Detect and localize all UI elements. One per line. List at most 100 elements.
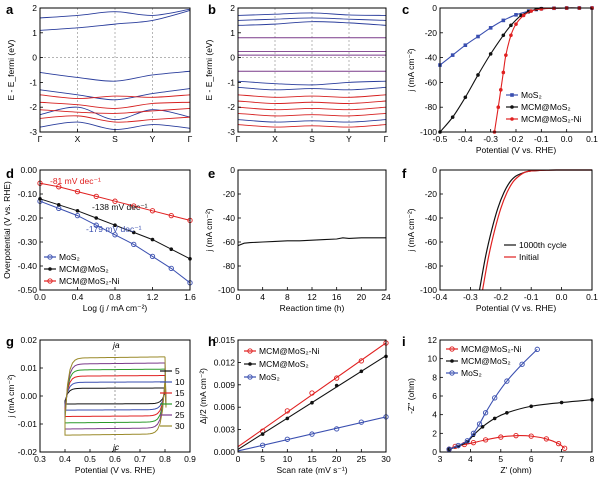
x-axis-label: Log (j / mA cm⁻²) (83, 303, 148, 313)
cv-loop (64, 387, 167, 405)
y-tick-label: 0.02 (20, 335, 37, 345)
data-point (534, 346, 540, 352)
y-tick-label: 2 (432, 428, 437, 438)
y-tick-label: -100 (218, 285, 235, 295)
data-point (131, 241, 137, 248)
x-tick-label: 0.1 (586, 292, 598, 302)
data-point (56, 184, 62, 190)
x-tick-label: X (272, 134, 278, 144)
y-tick-label: 0.012 (214, 357, 236, 367)
y-axis-label: j (mA cm⁻²) (6, 374, 16, 418)
y-tick-label: 6 (432, 391, 437, 401)
data-point (131, 203, 137, 209)
x-axis-label: Z' (ohm) (500, 465, 532, 475)
data-point (449, 370, 455, 376)
x-tick-label: 0.0 (561, 134, 573, 144)
data-point (470, 440, 477, 446)
data-point (449, 346, 455, 352)
series-line (39, 182, 191, 221)
slope-annotation: -81 mV dec⁻¹ (50, 176, 101, 186)
y-tick-label: -2 (227, 102, 235, 112)
data-point (131, 230, 136, 235)
data-point (150, 237, 155, 242)
x-tick-label: 4 (468, 454, 473, 464)
y-axis-label: j (mA cm⁻²) (406, 48, 416, 92)
data-point (510, 117, 514, 121)
data-point (93, 222, 99, 228)
band-line (39, 88, 191, 101)
data-point (514, 13, 518, 17)
y-tick-label: -0.40 (18, 261, 38, 271)
data-point (284, 436, 290, 442)
y-axis-label: E - E_fermi (eV) (6, 39, 16, 100)
slope-annotation: -179 mV dec⁻¹ (86, 224, 142, 234)
band-line (237, 17, 387, 21)
y-tick-label: 0 (230, 53, 235, 63)
y-tick-label: -20 (425, 28, 438, 38)
panel-label: h (208, 334, 216, 349)
y-tick-label: -80 (425, 102, 438, 112)
panel-c: c -100 -80 -60 -40 -20 0 -0.5 -0.4 -0.3 -0.2 -0.1 0.… (402, 2, 598, 155)
y-tick-label: 0.006 (214, 402, 236, 412)
y-tick-label: -40 (223, 213, 236, 223)
x-tick-label: 8 (285, 292, 290, 302)
x-tick-label: 0.7 (134, 454, 146, 464)
data-point (543, 436, 550, 442)
data-point (501, 18, 506, 23)
y-tick-label: -60 (223, 237, 236, 247)
data-point (528, 433, 534, 439)
panel-label: a (6, 2, 14, 17)
y-tick-label: -0.10 (18, 189, 38, 199)
x-tick-label: -0.3 (463, 292, 478, 302)
legend-entry: MCM@MoS₂-Ni (259, 346, 320, 356)
x-tick-label: 24 (381, 292, 391, 302)
x-tick-label: -0.1 (524, 292, 539, 302)
data-point (247, 348, 253, 354)
data-point (450, 53, 455, 57)
y-tick-label: 2 (32, 3, 37, 13)
legend-entry: MoS₂ (259, 372, 280, 382)
data-point (149, 253, 156, 260)
cathodic-label: jc (112, 442, 120, 452)
x-axis-label: Reaction time (h) (280, 303, 345, 313)
data-point (513, 433, 519, 439)
x-tick-label: S (112, 134, 118, 144)
data-point (504, 53, 508, 57)
x-tick-label: 0.4 (59, 454, 71, 464)
series-line (481, 169, 593, 291)
legend-entry: 5 (175, 366, 180, 376)
data-point (480, 425, 485, 429)
x-tick-label: -0.2 (509, 134, 524, 144)
data-point (476, 34, 480, 39)
data-point (529, 9, 533, 13)
x-tick-label: -0.4 (433, 292, 448, 302)
y-tick-label: 0.01 (20, 363, 37, 373)
data-point (499, 88, 503, 92)
y-tick-label: -40 (425, 53, 438, 63)
series-line (478, 169, 593, 291)
data-point (260, 432, 265, 436)
y-tick-label: -1 (227, 77, 235, 87)
data-point (492, 395, 498, 401)
data-point (247, 374, 253, 380)
y-tick-label: -20 (425, 189, 438, 199)
data-point (94, 216, 99, 220)
data-point (112, 232, 118, 238)
data-point (464, 438, 471, 444)
panel-a: a -3 -2 -1 0 1 2 Γ X S Y Γ E - E_fermi (eV) (6, 2, 193, 144)
y-tick-label: 0.00 (20, 391, 37, 401)
data-point (488, 26, 493, 30)
data-point (446, 446, 452, 452)
x-tick-label: 12 (307, 292, 317, 302)
data-point (358, 419, 364, 425)
data-point (492, 416, 497, 421)
x-tick-label: Γ (236, 134, 241, 144)
y-axis-label: -Z'' (ohm) (406, 378, 416, 414)
band-line (39, 10, 191, 31)
y-tick-label: -80 (223, 261, 236, 271)
x-tick-label: 0.6 (109, 454, 121, 464)
band-line (237, 119, 387, 123)
panel-h: h 0.000 0.003 0.006 0.009 0.012 0.015 0 5 10 15 20 2… (198, 334, 391, 475)
x-tick-label: -0.4 (458, 134, 473, 144)
